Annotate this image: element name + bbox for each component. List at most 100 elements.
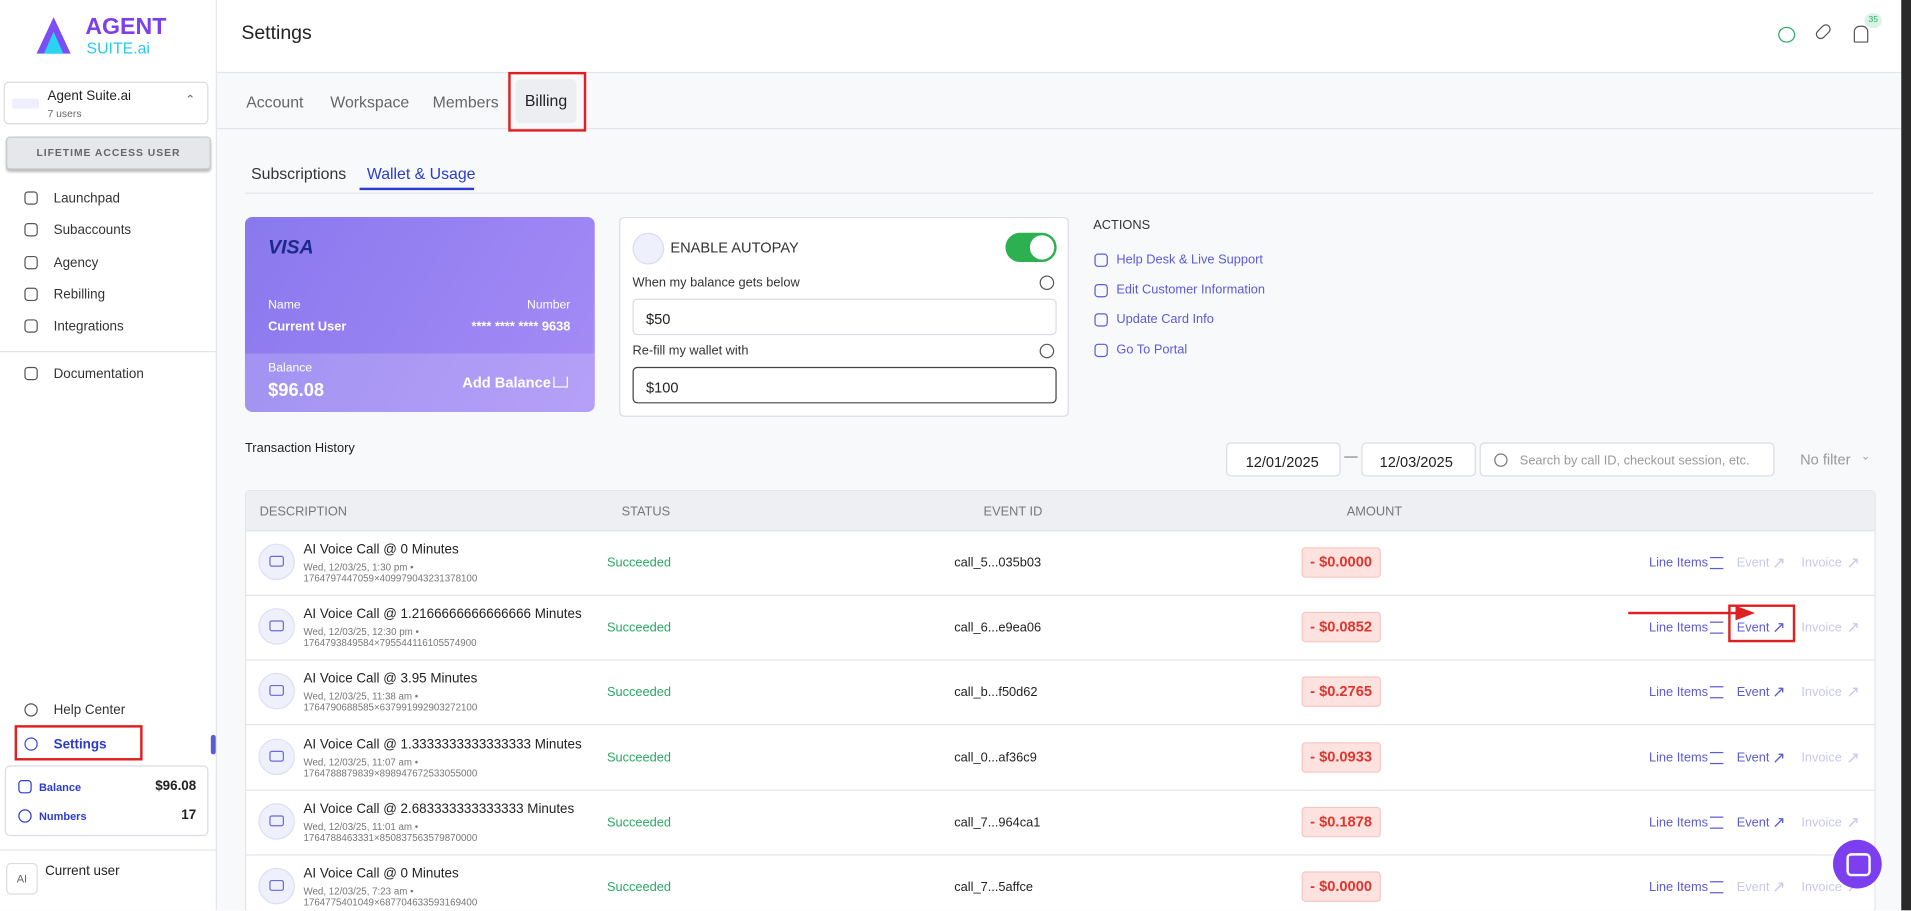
search[interactable]: Search by call ID, checkout session, etc… (1479, 442, 1775, 477)
user-name[interactable]: Current user (45, 864, 120, 879)
tab[interactable]: Workspace (330, 92, 410, 111)
nav-item[interactable]: Settings (53, 737, 107, 752)
event-id: call_0...af36c9 (954, 750, 1037, 765)
row-icon-card (269, 555, 284, 567)
numbers-value: 17 (181, 808, 197, 823)
nav-icon (24, 287, 38, 301)
select[interactable]: $100 (632, 366, 1057, 404)
action-icon (1094, 253, 1108, 267)
chat-widget-icon (1846, 853, 1871, 877)
action-link[interactable]: Edit Customer Information (1116, 282, 1266, 297)
add-balance[interactable]: Add Balance (462, 374, 551, 392)
line-items[interactable]: Line Items (1648, 750, 1709, 765)
action-link[interactable]: Help Desk & Live Support (1116, 252, 1263, 267)
external-icon: ↗ (1772, 812, 1786, 831)
active-bar (210, 734, 216, 755)
action-link[interactable]: Update Card Info (1116, 312, 1214, 328)
card-label: Name (268, 298, 301, 312)
description: AI Voice Call @ 3.95 Minutes (303, 672, 478, 687)
link-icon[interactable] (1813, 22, 1833, 42)
nav-item[interactable]: Integrations (53, 319, 124, 335)
card-number: **** **** **** 9638 (471, 319, 571, 334)
logo-sub: SUITE.ai (86, 39, 150, 58)
line-items[interactable]: Line Items (1648, 555, 1709, 571)
table-row: AI Voice Call @ 0 Minutes Wed, 12/03/25, … (246, 530, 1875, 596)
invoice-link[interactable]: Invoice (1801, 879, 1842, 895)
nav-item[interactable]: Rebilling (53, 287, 106, 303)
filter[interactable]: No filter (1800, 450, 1851, 468)
nav-item[interactable]: Help Center (53, 703, 126, 718)
nav-item[interactable]: Documentation (53, 366, 144, 382)
date-input[interactable]: 12/03/2025 (1361, 442, 1476, 477)
autopay-icon (632, 232, 665, 265)
event-link[interactable]: Event (1736, 685, 1770, 701)
event-link[interactable]: Event (1736, 879, 1770, 895)
invoice-link[interactable]: Invoice (1801, 555, 1842, 571)
tab-active[interactable]: Billing (515, 79, 577, 124)
line-items[interactable]: Line Items (1648, 620, 1709, 636)
event-link[interactable]: Event (1736, 620, 1770, 636)
workspace-users: 7 users (47, 107, 82, 120)
nav-item[interactable]: Subaccounts (53, 223, 132, 239)
nav-item[interactable]: Agency (53, 255, 99, 271)
search-placeholder: Search by call ID, checkout session, etc… (1519, 453, 1750, 468)
event-id: call_5...035b03 (954, 555, 1042, 571)
info-icon (1039, 343, 1055, 359)
line-items[interactable]: Line Items (1648, 685, 1709, 701)
row-ref: 1764788879839×898947672533055000 (303, 767, 478, 779)
bell-icon[interactable] (1853, 25, 1869, 43)
status: Succeeded (606, 685, 671, 701)
cart-icon (553, 376, 568, 388)
divider (244, 192, 1874, 194)
row-ref: 1764775401049×687704633593169400 (303, 897, 478, 908)
card-balance: $96.08 (268, 380, 325, 401)
chevron: ⌄ (1861, 449, 1871, 462)
tab[interactable]: Members (432, 92, 499, 111)
row-icon-card (269, 620, 284, 632)
settings-icon (24, 737, 38, 751)
nav-item[interactable]: Launchpad (53, 191, 120, 206)
event-link[interactable]: Event (1736, 750, 1770, 765)
balance-label: Balance (39, 781, 82, 794)
invoice-link[interactable]: Invoice (1801, 815, 1842, 830)
event-link[interactable]: Event (1736, 555, 1770, 571)
scrollbar (1901, 0, 1911, 911)
row-meta: Wed, 12/03/25, 1:30 pm • (303, 561, 414, 573)
subtab-underline (359, 187, 475, 191)
tab[interactable]: Account (246, 92, 304, 111)
description: AI Voice Call @ 1.2166666666666666 Minut… (303, 607, 582, 622)
action-link[interactable]: Go To Portal (1116, 342, 1188, 358)
row-icon (258, 543, 295, 581)
row-icon (258, 673, 295, 710)
search-icon (1494, 453, 1508, 467)
select-value: $100 (645, 379, 679, 397)
actions-title: ACTIONS (1093, 218, 1151, 233)
invoice-link[interactable]: Invoice (1801, 750, 1842, 765)
row-icon-card (269, 750, 284, 762)
description: AI Voice Call @ 0 Minutes (303, 542, 459, 557)
invoice-link[interactable]: Invoice (1801, 620, 1842, 636)
chat-widget[interactable] (1833, 839, 1882, 889)
amount: - $0.2765 (1301, 676, 1381, 708)
line-items[interactable]: Line Items (1648, 815, 1709, 830)
external-icon: ↗ (1846, 553, 1860, 572)
date-input[interactable]: 12/01/2025 (1226, 442, 1341, 477)
table-header: DESCRIPTION STATUS EVENT ID AMOUNT (246, 491, 1875, 532)
workspace-switch[interactable]: Agent Suite.ai 7 users ⌃ (3, 81, 209, 125)
select-value: $50 (645, 310, 671, 328)
autopay-toggle[interactable] (1005, 232, 1057, 263)
invoice-link[interactable]: Invoice (1801, 685, 1842, 701)
subtab[interactable]: Subscriptions (251, 164, 347, 183)
row-icon-card (269, 815, 284, 827)
select[interactable]: $50 (632, 298, 1057, 336)
date-separator: — (1344, 449, 1358, 465)
line-items[interactable]: Line Items (1648, 879, 1709, 895)
subtab-active[interactable]: Wallet & Usage (366, 164, 476, 183)
row-meta: Wed, 12/03/25, 12:30 pm • (303, 626, 419, 638)
row-icon-card (269, 685, 284, 697)
date-value: 12/01/2025 (1245, 453, 1319, 471)
chat-icon[interactable] (1778, 26, 1796, 43)
nav-icon (24, 223, 38, 237)
event-link[interactable]: Event (1736, 815, 1770, 830)
